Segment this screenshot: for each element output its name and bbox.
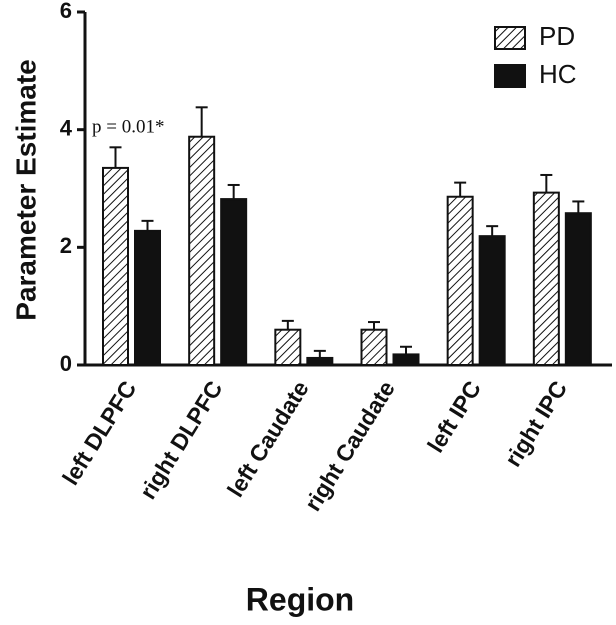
x-tick-label: right Caudate [299, 376, 400, 515]
y-tick-label: 2 [60, 233, 72, 258]
y-tick-label: 4 [60, 115, 73, 140]
bar [392, 353, 420, 367]
bar [306, 356, 334, 367]
legend-swatch [494, 26, 526, 50]
bar [134, 229, 161, 366]
bar [360, 328, 388, 367]
y-axis-title: Parameter Estimate [10, 59, 41, 320]
x-tick-label: right IPC [499, 376, 572, 471]
x-axis-title: Region [246, 581, 354, 617]
x-tick-label: left DLPFC [57, 376, 141, 489]
bar [564, 212, 592, 366]
bar [446, 195, 474, 366]
y-tick-label: 0 [60, 351, 72, 376]
y-tick-label: 6 [60, 0, 72, 23]
bar [478, 235, 506, 366]
legend-label: PD [539, 21, 575, 51]
annotation: p = 0.01* [92, 116, 164, 137]
x-tick-label: left IPC [422, 376, 486, 457]
legend-swatch [494, 64, 526, 88]
bar [188, 135, 216, 366]
bar [220, 198, 248, 366]
bar [532, 191, 560, 366]
x-tick-label: left Caudate [222, 376, 314, 501]
bar [274, 328, 302, 367]
x-tick-label: right DLPFC [134, 376, 227, 504]
bar [102, 166, 129, 366]
legend-label: HC [539, 59, 577, 89]
